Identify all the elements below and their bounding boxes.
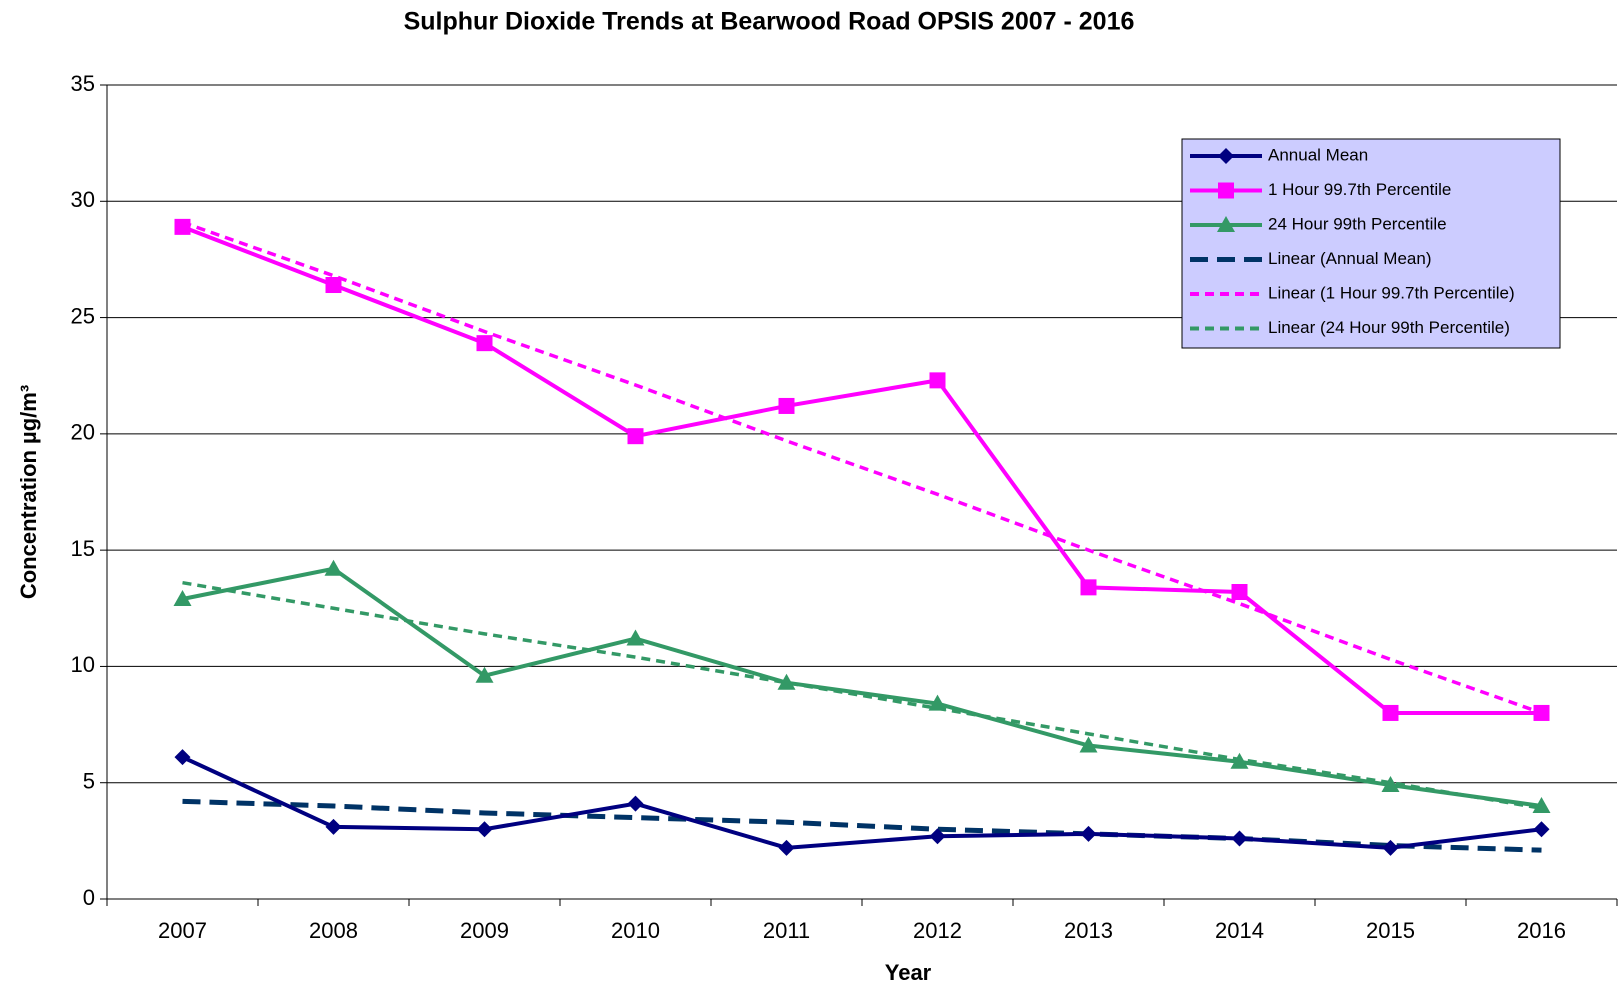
legend-label: Linear (1 Hour 99.7th Percentile) xyxy=(1268,283,1515,302)
marker xyxy=(1231,584,1248,601)
legend-label: Annual Mean xyxy=(1268,145,1368,164)
x-tick-label: 2012 xyxy=(913,918,962,943)
y-tick-label: 25 xyxy=(71,303,95,328)
marker xyxy=(1532,796,1551,813)
x-tick-label: 2014 xyxy=(1215,918,1264,943)
x-tick-label: 2009 xyxy=(460,918,509,943)
line xyxy=(181,225,1542,715)
legend-label: 1 Hour 99.7th Percentile xyxy=(1268,180,1451,199)
trend-line xyxy=(181,220,1543,715)
marker xyxy=(929,828,946,845)
y-tick-label: 0 xyxy=(83,885,95,910)
marker xyxy=(476,821,493,838)
marker xyxy=(324,559,343,576)
trend-line xyxy=(182,580,1542,811)
marker xyxy=(1533,704,1550,721)
marker xyxy=(1230,752,1249,769)
marker xyxy=(1533,821,1550,838)
marker xyxy=(1382,839,1399,856)
trend-line xyxy=(182,798,1542,853)
y-tick-label: 5 xyxy=(83,769,95,794)
marker xyxy=(1218,182,1234,199)
marker xyxy=(928,694,947,711)
x-tick-label: 2011 xyxy=(763,918,810,943)
marker xyxy=(1080,579,1097,596)
marker xyxy=(1217,216,1235,232)
x-axis-label: Year xyxy=(885,960,932,985)
y-axis-label: Concentration µg/m³ xyxy=(16,385,41,599)
chart-title: Sulphur Dioxide Trends at Bearwood Road … xyxy=(404,8,1135,36)
marker xyxy=(1382,704,1399,721)
x-tick-label: 2015 xyxy=(1366,918,1415,943)
marker xyxy=(777,673,796,690)
y-tick-label: 20 xyxy=(71,420,95,445)
legend-label: Linear (Annual Mean) xyxy=(1268,249,1431,268)
y-tick-label: 30 xyxy=(71,187,95,212)
marker xyxy=(1218,148,1234,164)
marker xyxy=(627,428,644,445)
marker xyxy=(626,629,645,646)
marker xyxy=(929,372,946,389)
marker xyxy=(174,218,191,235)
legend-label: Linear (24 Hour 99th Percentile) xyxy=(1268,318,1510,337)
y-tick-label: 35 xyxy=(71,71,95,96)
marker xyxy=(778,839,795,856)
y-tick-label: 15 xyxy=(71,536,95,561)
marker xyxy=(1381,776,1400,793)
x-tick-label: 2008 xyxy=(309,918,358,943)
y-tick-label: 10 xyxy=(71,652,95,677)
x-tick-label: 2013 xyxy=(1064,918,1113,943)
marker xyxy=(475,666,494,683)
x-tick-label: 2007 xyxy=(158,918,207,943)
x-tick-label: 2010 xyxy=(611,918,660,943)
marker xyxy=(1231,830,1248,847)
line xyxy=(182,566,1542,808)
marker xyxy=(627,795,644,812)
marker xyxy=(174,749,191,766)
marker xyxy=(325,818,342,835)
marker xyxy=(173,589,192,606)
x-tick-label: 2016 xyxy=(1517,918,1566,943)
line xyxy=(181,755,1542,850)
legend-label: 24 Hour 99th Percentile xyxy=(1268,214,1447,233)
marker xyxy=(1079,736,1098,753)
marker xyxy=(778,397,795,414)
marker xyxy=(1080,825,1097,842)
marker xyxy=(325,277,342,294)
legend-box xyxy=(1181,138,1561,349)
marker xyxy=(476,335,493,352)
